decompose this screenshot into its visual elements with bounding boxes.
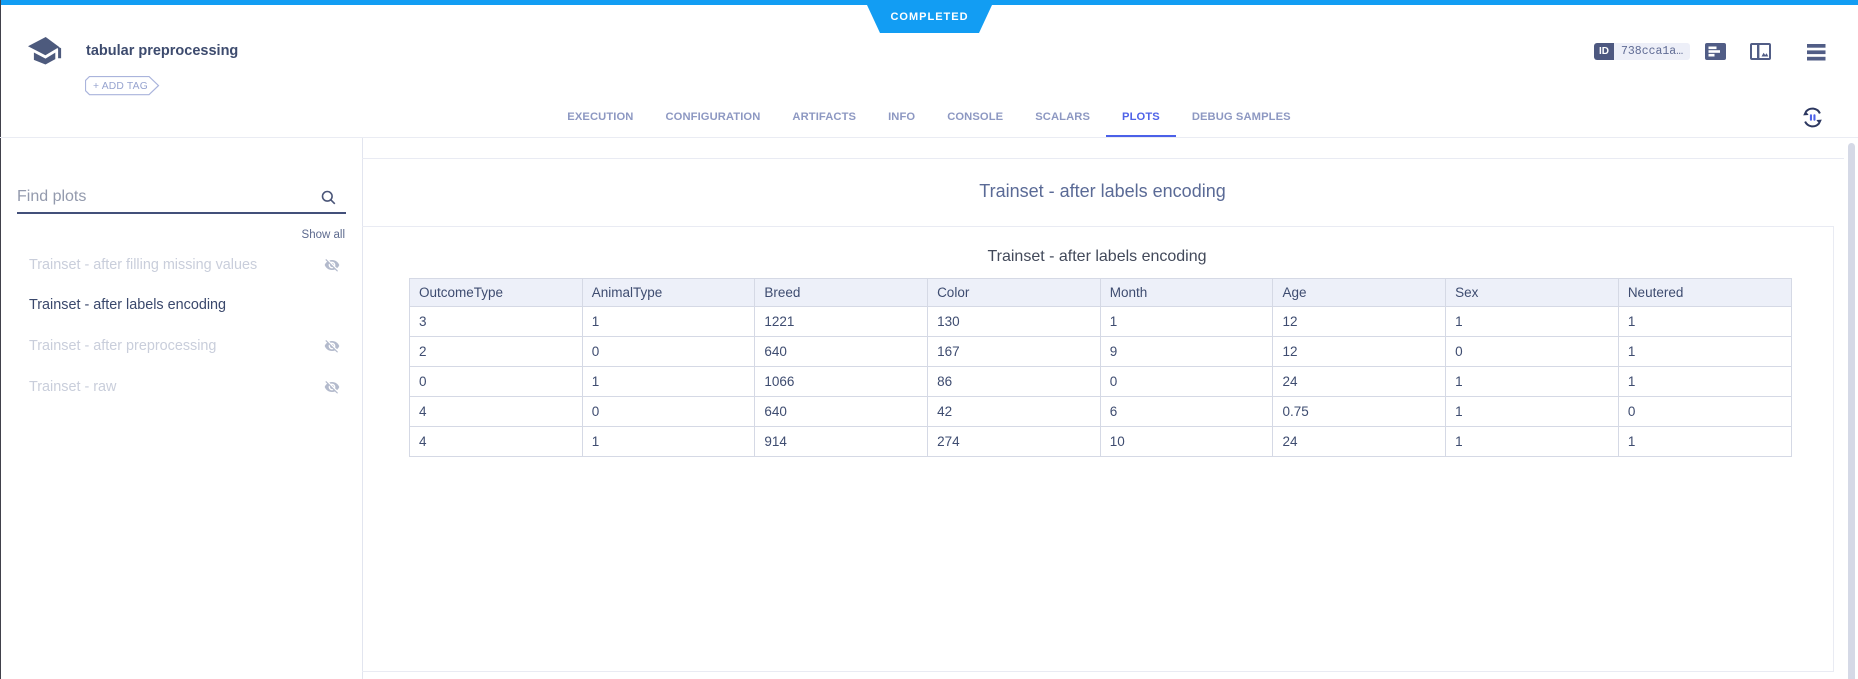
svg-text:+ ADD TAG: + ADD TAG	[93, 81, 148, 92]
